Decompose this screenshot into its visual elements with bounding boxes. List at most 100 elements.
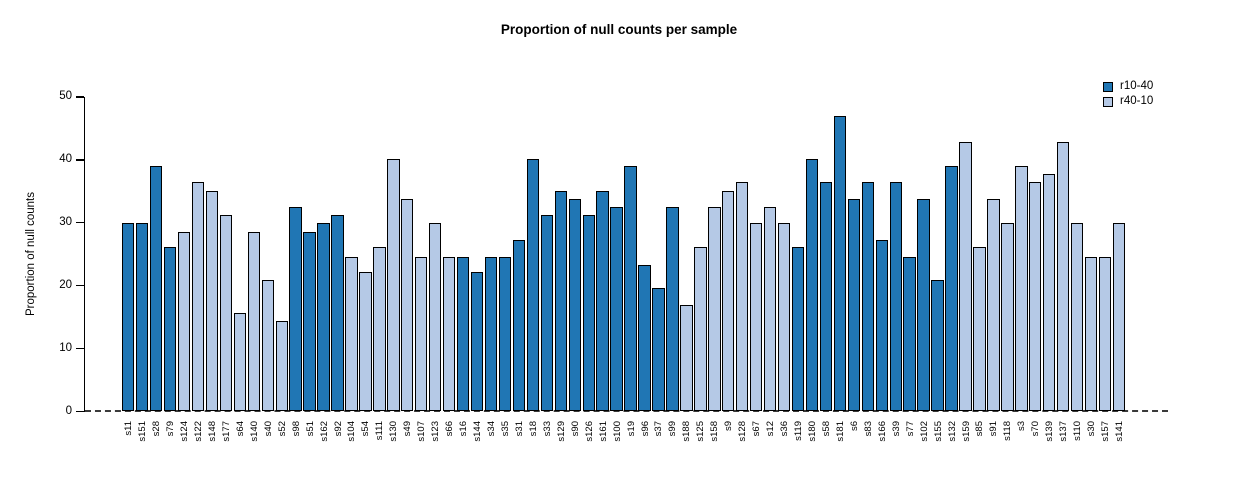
x-tick-label-s35: s35 — [499, 421, 511, 437]
bar-s18 — [526, 158, 540, 412]
bar-s96 — [638, 264, 651, 412]
x-tick-label-s123: s123 — [430, 421, 442, 442]
bar-s92 — [331, 214, 344, 412]
bar-s157 — [1098, 256, 1112, 412]
x-tick-label-s129: s129 — [555, 421, 567, 442]
x-tick-label-s126: s126 — [583, 421, 595, 442]
bar-s118 — [1001, 223, 1014, 412]
y-tick-label: 20 — [59, 278, 72, 291]
y-tick-mark — [76, 96, 84, 98]
y-axis-line — [84, 97, 86, 412]
bar-s79 — [163, 247, 177, 412]
bar-s35 — [498, 256, 512, 412]
bar-s139 — [1043, 174, 1056, 412]
bar-s49 — [401, 198, 414, 412]
bar-s37 — [652, 288, 665, 412]
x-tick-label-s66: s66 — [444, 421, 456, 437]
bar-s30 — [1084, 256, 1098, 412]
bar-s33 — [540, 214, 554, 412]
x-tick-label-s159: s159 — [960, 421, 972, 442]
bar-s129 — [554, 190, 567, 412]
x-tick-label-s157: s157 — [1100, 421, 1112, 442]
x-tick-label-s64: s64 — [234, 421, 246, 437]
legend-label-r40-10: r40-10 — [1120, 95, 1154, 107]
legend-swatch-r40-10 — [1103, 96, 1113, 107]
x-tick-label-s40: s40 — [262, 421, 274, 437]
x-tick-label-s124: s124 — [179, 421, 191, 442]
bar-s140 — [247, 231, 260, 412]
bar-s6 — [847, 198, 861, 412]
x-tick-label-s79: s79 — [165, 421, 177, 437]
x-tick-label-s181: s181 — [834, 421, 846, 442]
x-tick-label-s177: s177 — [220, 421, 232, 442]
bar-s36 — [777, 223, 791, 412]
bar-s107 — [415, 256, 428, 412]
bar-s99 — [666, 207, 679, 412]
bar-s34 — [484, 256, 498, 412]
x-tick-label-s162: s162 — [318, 421, 330, 442]
x-tick-label-s33: s33 — [541, 421, 553, 437]
x-tick-label-s58: s58 — [820, 421, 832, 437]
x-tick-label-s19: s19 — [625, 421, 637, 437]
x-tick-label-s67: s67 — [751, 421, 763, 437]
bar-s158 — [708, 207, 721, 412]
x-tick-label-s96: s96 — [639, 421, 651, 437]
x-tick-label-s158: s158 — [709, 421, 721, 442]
x-tick-label-s85: s85 — [974, 421, 986, 437]
x-tick-label-s90: s90 — [569, 421, 581, 437]
bar-s19 — [624, 166, 637, 412]
x-tick-label-s151: s151 — [137, 421, 149, 442]
x-tick-label-s111: s111 — [374, 421, 386, 441]
x-tick-label-s122: s122 — [192, 421, 204, 442]
x-tick-label-s49: s49 — [402, 421, 414, 437]
bar-s151 — [135, 223, 149, 412]
bar-s11 — [122, 223, 135, 412]
y-tick-label: 0 — [65, 404, 72, 417]
bar-s16 — [456, 256, 470, 412]
x-tick-label-s137: s137 — [1058, 421, 1070, 442]
bar-s98 — [289, 207, 302, 412]
bar-s58 — [819, 181, 833, 412]
x-tick-label-s34: s34 — [486, 421, 498, 437]
legend-label-r10-40: r10-40 — [1120, 80, 1154, 92]
bar-s67 — [749, 223, 763, 412]
legend: r10-40 r40-10 — [1103, 79, 1153, 109]
x-tick-label-s70: s70 — [1030, 421, 1042, 437]
x-tick-label-s83: s83 — [862, 421, 874, 437]
x-tick-label-s6: s6 — [848, 421, 860, 432]
bar-s180 — [805, 158, 819, 412]
x-tick-label-s119: s119 — [793, 421, 805, 441]
bar-s90 — [568, 198, 581, 412]
x-tick-label-s141: s141 — [1114, 421, 1125, 442]
x-tick-label-s11: s11 — [123, 421, 135, 436]
x-tick-label-s166: s166 — [876, 421, 888, 442]
x-tick-label-s52: s52 — [276, 421, 288, 437]
bar-s124 — [177, 231, 191, 412]
legend-item-r40-10: r40-10 — [1103, 94, 1153, 109]
bar-s64 — [233, 312, 247, 412]
bar-s119 — [791, 247, 805, 412]
bar-s100 — [610, 207, 623, 412]
bar-s166 — [875, 239, 888, 412]
x-tick-label-s77: s77 — [904, 421, 916, 437]
y-tick-mark — [76, 159, 84, 161]
x-tick-label-s12: s12 — [765, 421, 777, 437]
bar-s12 — [763, 207, 777, 412]
bar-s125 — [694, 247, 707, 412]
bar-s159 — [959, 141, 972, 412]
x-tick-label-s130: s130 — [388, 421, 400, 442]
x-tick-label-s98: s98 — [290, 421, 302, 437]
bar-s102 — [917, 198, 930, 412]
legend-swatch-r10-40 — [1103, 81, 1113, 92]
x-tick-label-s102: s102 — [918, 421, 930, 442]
bar-s177 — [219, 214, 233, 412]
bar-s28 — [149, 166, 163, 412]
bar-s31 — [512, 239, 526, 412]
x-tick-label-s30: s30 — [1086, 421, 1098, 437]
x-tick-label-s188: s188 — [681, 421, 693, 442]
bar-s130 — [387, 158, 400, 412]
x-tick-label-s128: s128 — [737, 421, 749, 442]
y-tick-label: 40 — [59, 152, 72, 165]
y-tick-mark — [76, 347, 84, 350]
bar-s77 — [903, 256, 916, 412]
